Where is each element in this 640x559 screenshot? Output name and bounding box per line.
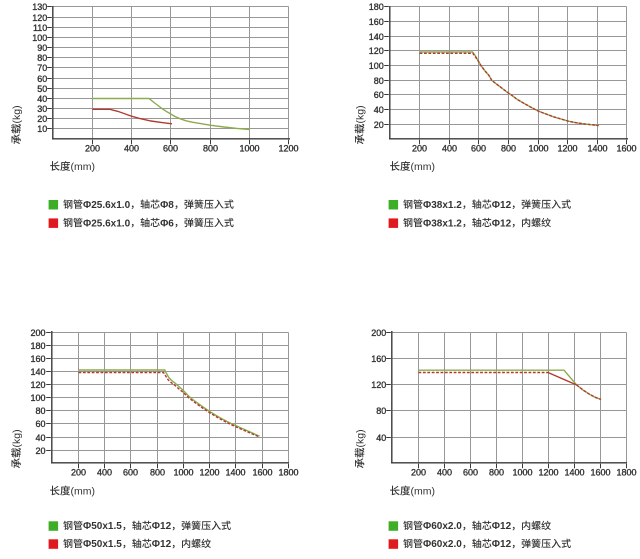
svg-text:400: 400 bbox=[442, 143, 457, 153]
svg-text:200: 200 bbox=[71, 468, 86, 478]
svg-text:400: 400 bbox=[97, 468, 112, 478]
svg-text:40: 40 bbox=[35, 433, 45, 443]
svg-text:200: 200 bbox=[30, 328, 45, 338]
svg-text:1400: 1400 bbox=[225, 468, 245, 478]
svg-text:Φ12: Φ12 bbox=[492, 200, 512, 211]
svg-text:Φ38x1.2: Φ38x1.2 bbox=[423, 218, 462, 229]
svg-text:100: 100 bbox=[369, 61, 384, 71]
svg-text:600: 600 bbox=[471, 143, 486, 153]
svg-text:120: 120 bbox=[369, 46, 384, 56]
svg-text:20: 20 bbox=[374, 120, 384, 130]
svg-text:200: 200 bbox=[412, 143, 427, 153]
svg-text:180: 180 bbox=[369, 2, 384, 12]
svg-text:Φ12: Φ12 bbox=[492, 218, 512, 229]
svg-text:Φ25.6x1.0: Φ25.6x1.0 bbox=[83, 200, 131, 211]
svg-text:1000: 1000 bbox=[173, 468, 193, 478]
svg-text:200: 200 bbox=[85, 143, 100, 153]
svg-text:1600: 1600 bbox=[252, 468, 272, 478]
svg-text:130: 130 bbox=[32, 2, 47, 12]
svg-text:Φ60x2.0: Φ60x2.0 bbox=[423, 539, 462, 550]
svg-text:(kg): (kg) bbox=[11, 429, 23, 447]
svg-text:1600: 1600 bbox=[616, 143, 636, 153]
svg-text:40: 40 bbox=[374, 105, 384, 115]
svg-text:1000: 1000 bbox=[528, 143, 548, 153]
svg-text:120: 120 bbox=[371, 380, 386, 390]
svg-text:80: 80 bbox=[35, 406, 45, 416]
svg-text:140: 140 bbox=[30, 367, 45, 377]
svg-text:1600: 1600 bbox=[590, 468, 610, 478]
svg-text:Φ25.6x1.0: Φ25.6x1.0 bbox=[83, 218, 131, 229]
svg-text:Φ50x1.5: Φ50x1.5 bbox=[83, 539, 122, 550]
svg-text:(kg): (kg) bbox=[355, 429, 367, 447]
svg-text:(kg): (kg) bbox=[355, 105, 367, 123]
svg-text:80: 80 bbox=[374, 76, 384, 86]
svg-text:50: 50 bbox=[37, 84, 47, 94]
svg-text:160: 160 bbox=[30, 354, 45, 364]
svg-text:Φ38x1.2: Φ38x1.2 bbox=[423, 200, 462, 211]
svg-text:1200: 1200 bbox=[278, 143, 298, 153]
svg-text:800: 800 bbox=[203, 143, 218, 153]
svg-text:600: 600 bbox=[463, 468, 478, 478]
svg-text:(mm): (mm) bbox=[71, 486, 96, 498]
svg-text:80: 80 bbox=[37, 53, 47, 63]
svg-text:30: 30 bbox=[37, 104, 47, 114]
svg-text:1200: 1200 bbox=[199, 468, 219, 478]
svg-text:160: 160 bbox=[371, 354, 386, 364]
svg-text:(mm): (mm) bbox=[411, 486, 436, 498]
svg-text:1000: 1000 bbox=[239, 143, 259, 153]
svg-text:Φ12: Φ12 bbox=[152, 521, 172, 532]
svg-text:600: 600 bbox=[163, 143, 178, 153]
svg-text:1200: 1200 bbox=[557, 143, 577, 153]
svg-text:200: 200 bbox=[371, 328, 386, 338]
svg-text:20: 20 bbox=[37, 114, 47, 124]
svg-text:90: 90 bbox=[37, 43, 47, 53]
svg-text:60: 60 bbox=[37, 74, 47, 84]
svg-text:800: 800 bbox=[489, 468, 504, 478]
svg-text:(kg): (kg) bbox=[11, 105, 23, 123]
svg-text:200: 200 bbox=[411, 468, 426, 478]
svg-text:1400: 1400 bbox=[587, 143, 607, 153]
svg-text:40: 40 bbox=[37, 94, 47, 104]
svg-text:(mm): (mm) bbox=[411, 161, 436, 173]
svg-text:40: 40 bbox=[376, 433, 386, 443]
svg-text:Φ6: Φ6 bbox=[160, 218, 174, 229]
svg-text:110: 110 bbox=[33, 23, 47, 33]
svg-text:100: 100 bbox=[30, 393, 45, 403]
svg-text:60: 60 bbox=[374, 90, 384, 100]
svg-text:180: 180 bbox=[30, 341, 45, 351]
svg-text:140: 140 bbox=[369, 32, 384, 42]
svg-text:1400: 1400 bbox=[564, 468, 584, 478]
svg-text:Φ8: Φ8 bbox=[160, 200, 174, 211]
svg-text:Φ12: Φ12 bbox=[492, 539, 512, 550]
svg-text:Φ12: Φ12 bbox=[152, 539, 172, 550]
svg-text:80: 80 bbox=[376, 406, 386, 416]
svg-text:Φ50x1.5: Φ50x1.5 bbox=[83, 521, 122, 532]
svg-text:1200: 1200 bbox=[538, 468, 558, 478]
svg-text:20: 20 bbox=[35, 446, 45, 456]
svg-text:60: 60 bbox=[35, 419, 45, 429]
svg-text:400: 400 bbox=[437, 468, 452, 478]
svg-text:Φ12: Φ12 bbox=[492, 521, 512, 532]
svg-text:600: 600 bbox=[123, 468, 138, 478]
svg-text:Φ60x2.0: Φ60x2.0 bbox=[423, 521, 462, 532]
svg-text:100: 100 bbox=[32, 33, 47, 43]
svg-text:1000: 1000 bbox=[512, 468, 532, 478]
svg-text:160: 160 bbox=[369, 17, 384, 27]
svg-text:1800: 1800 bbox=[278, 468, 298, 478]
svg-text:120: 120 bbox=[32, 13, 47, 23]
svg-text:120: 120 bbox=[30, 380, 45, 390]
svg-text:(mm): (mm) bbox=[71, 161, 96, 173]
svg-text:10: 10 bbox=[37, 124, 47, 134]
svg-text:1800: 1800 bbox=[616, 468, 636, 478]
svg-text:800: 800 bbox=[501, 143, 516, 153]
svg-text:70: 70 bbox=[37, 63, 47, 73]
svg-text:400: 400 bbox=[124, 143, 139, 153]
svg-text:800: 800 bbox=[150, 468, 165, 478]
